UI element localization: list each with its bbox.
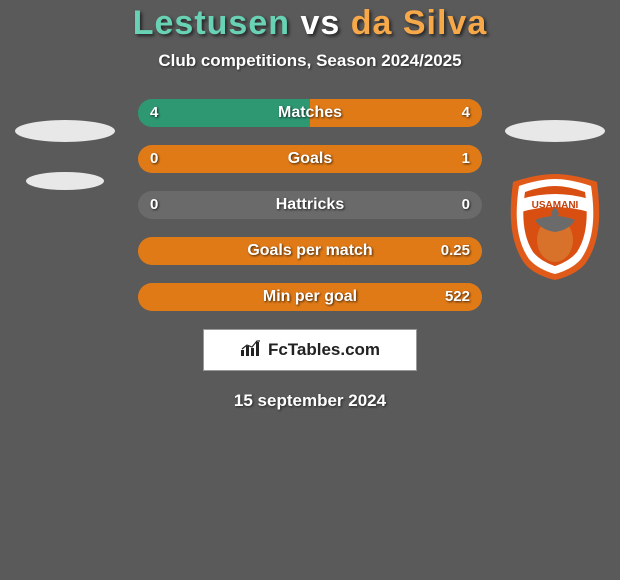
- stat-value-right: 4: [462, 99, 470, 127]
- fctables-logo: FcTables.com: [203, 329, 417, 371]
- stat-row: Goals per match0.25: [138, 237, 482, 265]
- stat-value-right: 0: [462, 191, 470, 219]
- stat-row: Matches4 4: [138, 99, 482, 127]
- date-text: 15 september 2024: [0, 391, 620, 411]
- stat-row: Hattricks0 0: [138, 191, 482, 219]
- logo-text: FcTables.com: [268, 340, 380, 360]
- content: Lestusen vs da Silva Club competitions, …: [0, 0, 620, 411]
- stat-label: Hattricks: [138, 191, 482, 219]
- stat-label: Goals: [138, 145, 482, 173]
- page-title: Lestusen vs da Silva: [0, 4, 620, 43]
- stats-table: Matches44Goals01Hattricks00Goals per mat…: [0, 99, 620, 311]
- stat-label: Matches: [138, 99, 482, 127]
- player-left-name: Lestusen: [133, 4, 290, 42]
- stat-value-right: 522: [445, 283, 470, 311]
- stat-label: Goals per match: [138, 237, 482, 265]
- stat-value-left: 4: [150, 99, 158, 127]
- stat-row: Goals0 1: [138, 145, 482, 173]
- stat-label: Min per goal: [138, 283, 482, 311]
- stat-value-left: 0: [150, 191, 158, 219]
- stat-value-left: 0: [150, 145, 158, 173]
- subtitle: Club competitions, Season 2024/2025: [0, 51, 620, 71]
- vs-text: vs: [300, 4, 340, 42]
- player-right-name: da Silva: [351, 4, 488, 42]
- chart-icon: [240, 339, 262, 362]
- stat-value-right: 1: [462, 145, 470, 173]
- stat-value-right: 0.25: [441, 237, 470, 265]
- stat-row: Min per goal522: [138, 283, 482, 311]
